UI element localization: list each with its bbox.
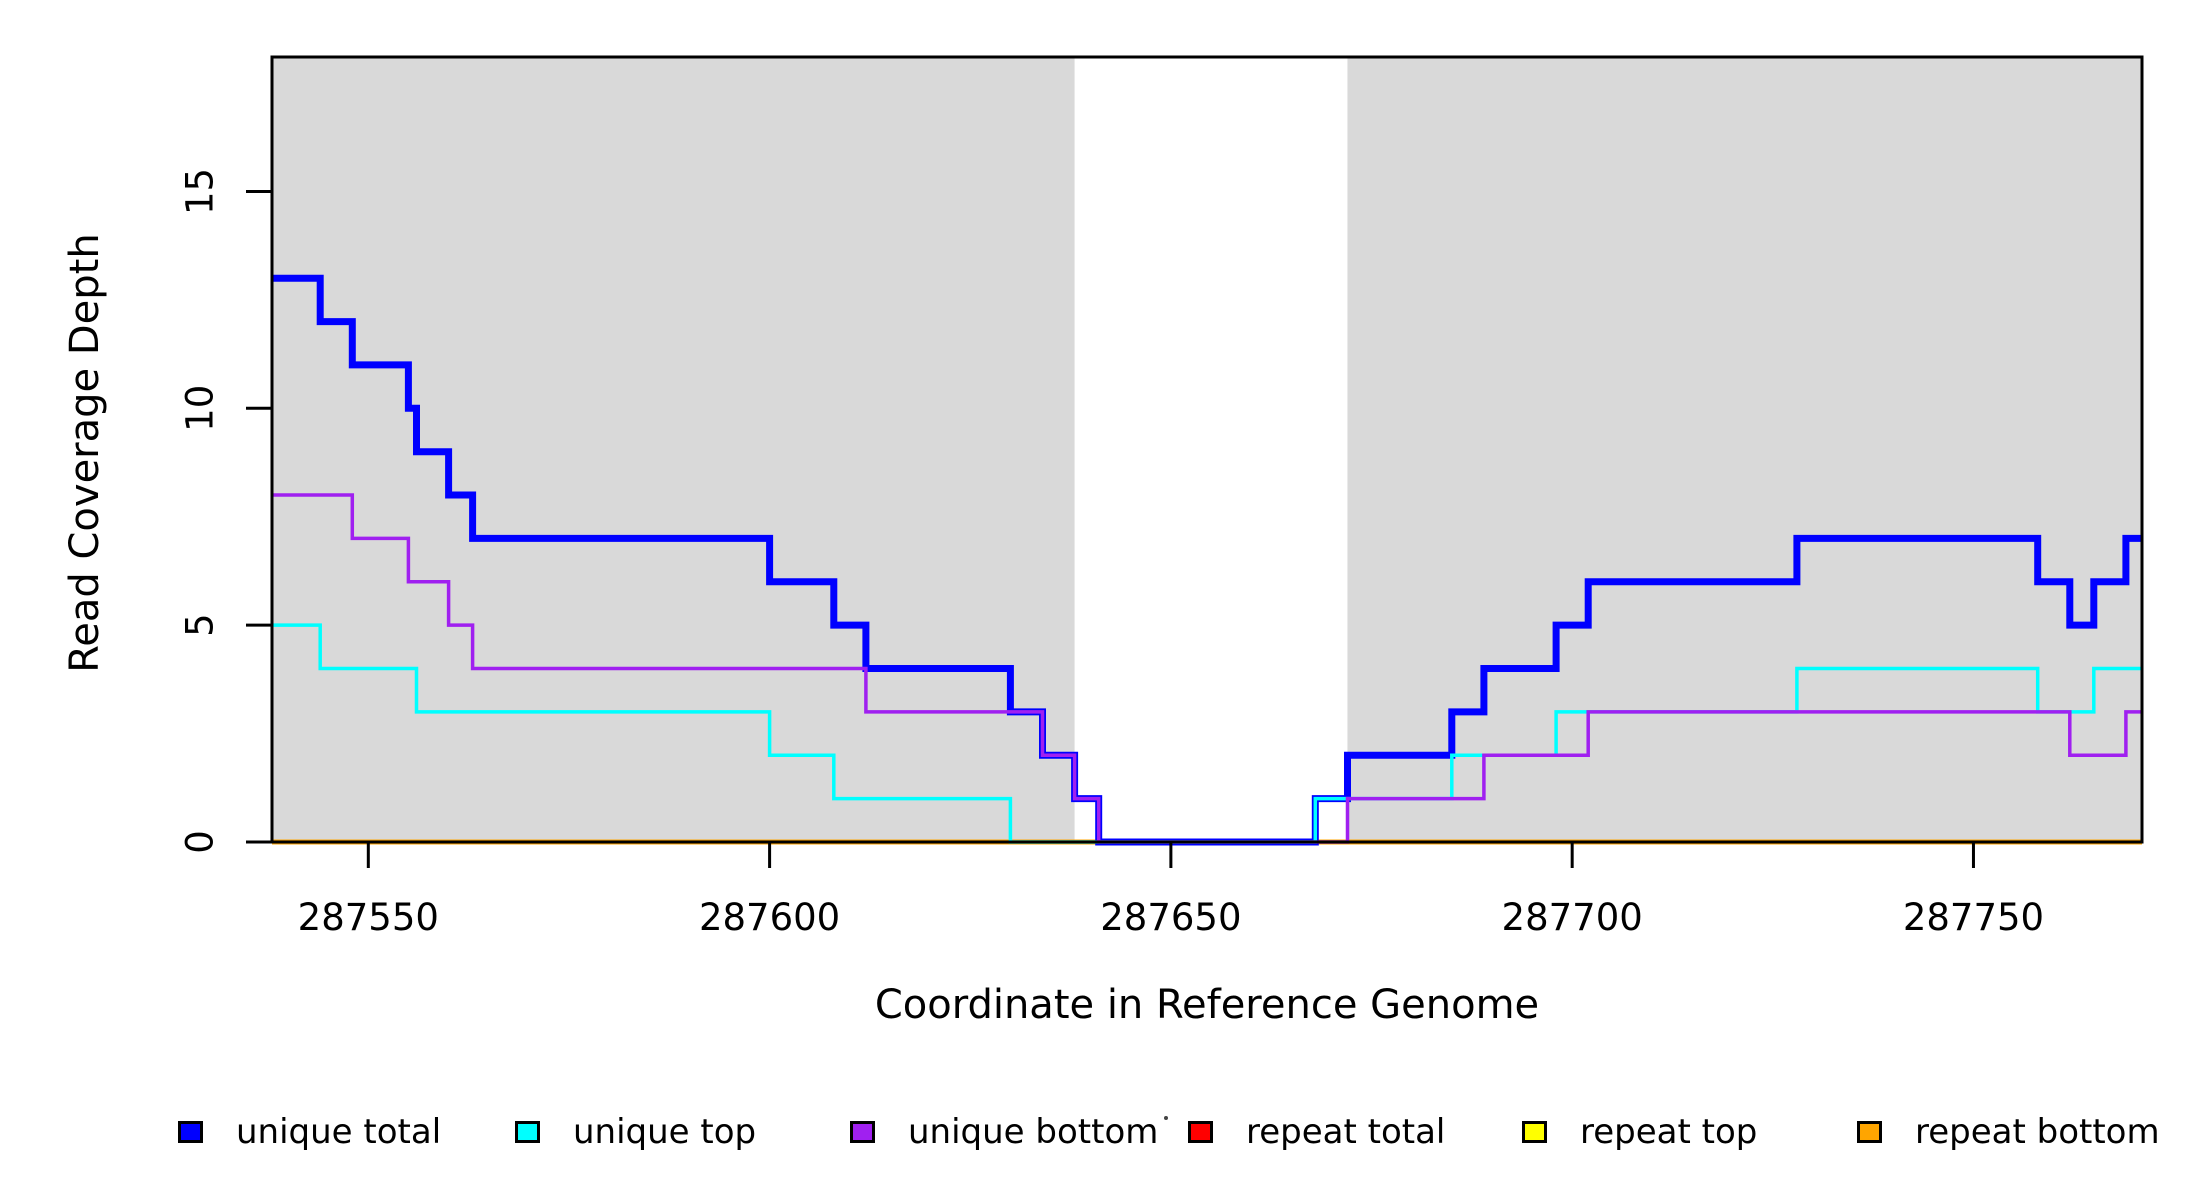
legend-item-unique-top: unique top	[515, 1112, 756, 1152]
legend-swatch-repeat-top	[1522, 1121, 1547, 1143]
legend-swatch-repeat-total	[1188, 1121, 1213, 1143]
legend-swatch-unique-bottom	[850, 1121, 875, 1143]
y-tick-label: 5	[179, 613, 222, 637]
y-tick-label: 15	[179, 168, 222, 215]
legend-label: unique bottom	[908, 1112, 1159, 1152]
y-axis-title: Read Coverage Depth	[62, 233, 108, 673]
legend-swatch-repeat-bottom	[1857, 1121, 1882, 1143]
y-tick-label: 10	[179, 385, 222, 432]
legend-label: unique total	[236, 1112, 442, 1152]
plot-border	[270, 55, 2144, 844]
series-unique-bottom	[272, 493, 2142, 844]
shaded-regions	[272, 57, 2142, 842]
x-tick-label: 287650	[1100, 896, 1241, 939]
legend-label: repeat total	[1246, 1112, 1446, 1152]
x-tick-label: 287600	[699, 896, 840, 939]
legend-item-repeat-total: repeat total	[1188, 1112, 1445, 1152]
x-tick-label: 287550	[298, 896, 439, 939]
legend-label: unique top	[573, 1112, 757, 1152]
shaded-region-0	[272, 57, 1075, 842]
series-unique-top	[272, 623, 2142, 844]
legend-swatch-unique-total	[178, 1121, 203, 1143]
y-tick-label: 0	[179, 830, 222, 854]
shaded-region-1	[1347, 57, 2142, 842]
legend-item-repeat-bottom: repeat bottom	[1857, 1112, 2160, 1152]
legend-item-repeat-top: repeat top	[1522, 1112, 1757, 1152]
axis-ticks: 287550 287600 287650 287700 287750 0 5 10 15	[179, 168, 2045, 939]
legend-item-unique-bottom: unique bottom	[850, 1112, 1158, 1152]
x-tick-label: 287700	[1502, 896, 1643, 939]
legend-label: repeat top	[1580, 1112, 1758, 1152]
legend-label: repeat bottom	[1915, 1112, 2160, 1152]
stray-dot	[1164, 1116, 1168, 1120]
x-tick-label: 287750	[1903, 896, 2044, 939]
legend-item-unique-total: unique total	[178, 1112, 441, 1152]
x-axis-title: Coordinate in Reference Genome	[874, 982, 1540, 1028]
legend-swatch-unique-top	[515, 1121, 540, 1143]
